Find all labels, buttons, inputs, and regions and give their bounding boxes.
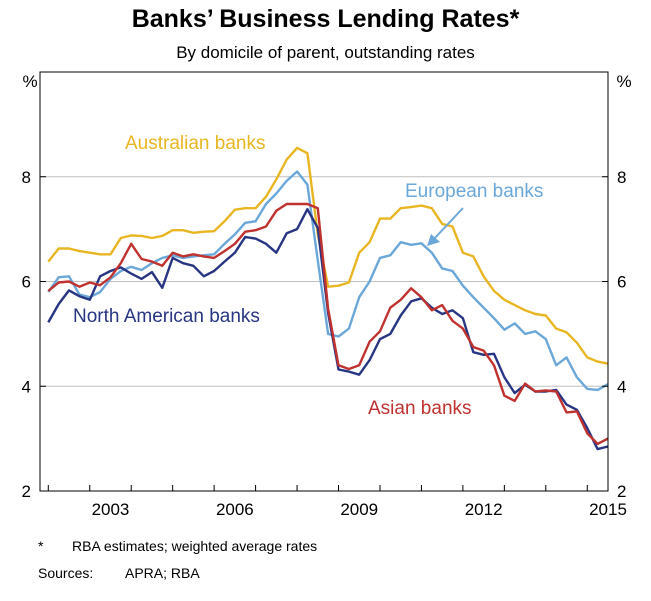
tick-label-y-right-4: 4 [617,377,626,396]
y-axis-unit-left: % [22,72,37,91]
label-australian-banks: Australian banks [125,133,265,154]
label-european-banks: European banks [405,181,543,202]
tick-label-y-left-4: 4 [22,377,31,396]
tick-label-x-2015: 2015 [589,500,627,519]
sources-label: Sources: [38,565,94,581]
series-line-australian-banks [47,146,609,365]
tick-label-x-2003: 2003 [92,500,130,519]
tick-label-x-2009: 2009 [340,500,378,519]
tick-label-x-2012: 2012 [465,500,503,519]
series-line-asian-banks [47,202,609,446]
tick-label-y-left-8: 8 [22,168,31,187]
tick-label-y-left-6: 6 [22,273,31,292]
tick-label-y-right-6: 6 [617,273,626,292]
sources: Sources: APRA; RBA [38,564,200,582]
tick-label-x-2006: 2006 [216,500,254,519]
label-asian-banks: Asian banks [368,398,472,419]
tick-label-y-left-2: 2 [22,482,31,501]
footnote-marker: * [38,538,44,554]
y-axis-unit-right: % [616,72,631,91]
chart-subtitle: By domicile of parent, outstanding rates [176,43,475,62]
label-north-american-banks: North American banks [73,306,260,327]
footnote-text: RBA estimates; weighted average rates [72,538,318,554]
series-lines [47,146,609,451]
chart-title: Banks’ Business Lending Rates* [131,5,520,33]
series-line-european-banks [47,170,609,392]
tick-label-y-right-2: 2 [617,482,626,501]
tick-label-y-right-8: 8 [617,168,626,187]
footnote: * RBA estimates; weighted average rates [38,537,317,555]
sources-text: APRA; RBA [125,565,200,581]
axes: 2 2 4 4 6 6 8 8 2003 2006 2009 2012 2015 [22,168,627,519]
european-banks-arrow [427,207,464,246]
